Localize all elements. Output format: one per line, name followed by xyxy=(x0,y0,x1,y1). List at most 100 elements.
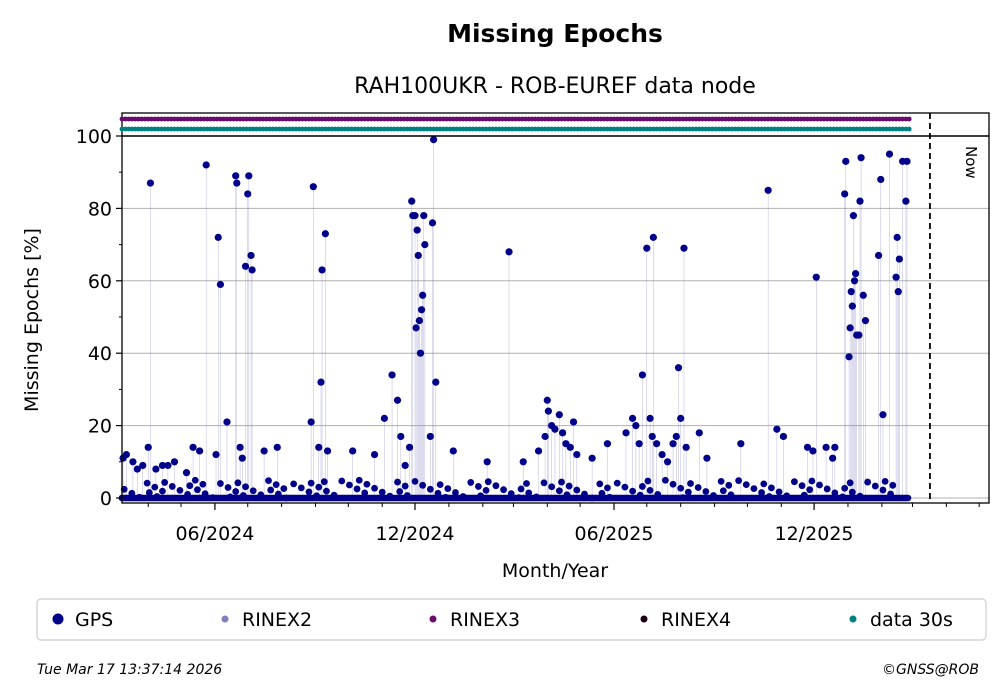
legend-label: RINEX2 xyxy=(242,609,312,631)
gps-point xyxy=(808,477,816,485)
gps-point xyxy=(779,432,788,441)
gps-point xyxy=(209,494,217,502)
availability-dot xyxy=(595,126,600,132)
availability-dot xyxy=(126,116,131,122)
gps-point xyxy=(661,476,669,484)
gps-point xyxy=(555,487,563,495)
availability-dot xyxy=(172,116,177,122)
availability-dot xyxy=(355,126,361,132)
availability-dot xyxy=(614,126,620,132)
gps-point xyxy=(436,481,444,489)
availability-dot xyxy=(411,126,417,132)
gps-point xyxy=(318,266,326,274)
availability-dot xyxy=(418,116,423,122)
availability-dot xyxy=(322,126,328,132)
availability-strip-frame xyxy=(121,112,990,137)
availability-dot xyxy=(582,116,587,122)
gps-point xyxy=(663,458,672,466)
availability-dot xyxy=(257,126,263,132)
availability-dot xyxy=(381,126,387,132)
availability-dot xyxy=(368,116,374,122)
gps-point xyxy=(855,331,863,339)
availability-dot xyxy=(516,116,522,122)
legend-label: data 30s xyxy=(870,609,953,631)
availability-dot xyxy=(122,116,128,122)
gps-point xyxy=(842,157,850,165)
availability-dot xyxy=(149,126,154,132)
gps-point xyxy=(850,277,859,285)
gps-point xyxy=(484,478,492,486)
availability-dot xyxy=(673,126,679,132)
availability-dot xyxy=(860,116,866,122)
availability-dot xyxy=(437,126,443,132)
gps-point xyxy=(839,493,846,501)
gps-point xyxy=(654,490,662,498)
availability-dot xyxy=(227,126,233,132)
gps-point xyxy=(895,255,903,263)
gps-point xyxy=(153,493,161,500)
availability-dot xyxy=(772,116,778,122)
availability-dot xyxy=(506,126,512,132)
y-tick-label: 0 xyxy=(100,488,112,510)
availability-dot xyxy=(562,116,568,122)
availability-dot xyxy=(732,126,738,132)
availability-dot xyxy=(631,116,637,122)
gps-point xyxy=(725,481,733,489)
gps-point xyxy=(859,291,867,299)
gps-point xyxy=(703,454,711,462)
availability-dot xyxy=(319,116,325,122)
availability-dot xyxy=(782,126,787,132)
availability-dot xyxy=(145,126,151,132)
availability-dot xyxy=(621,126,627,132)
availability-dot xyxy=(319,126,325,132)
availability-dot xyxy=(709,126,715,132)
availability-dot xyxy=(795,116,801,122)
availability-dot xyxy=(591,126,597,132)
availability-dot xyxy=(805,126,810,132)
availability-dot xyxy=(470,116,476,122)
availability-dot xyxy=(395,126,400,132)
gps-point xyxy=(889,481,897,489)
availability-dot xyxy=(637,116,643,122)
availability-dot xyxy=(647,126,653,132)
gps-point xyxy=(829,454,837,462)
availability-dot xyxy=(404,126,410,132)
gps-point xyxy=(874,251,883,260)
availability-dot xyxy=(877,116,883,122)
gps-point xyxy=(323,487,330,495)
availability-dot xyxy=(716,116,722,122)
gps-point xyxy=(790,478,798,486)
gps-point xyxy=(492,482,500,490)
availability-dot xyxy=(818,116,824,122)
availability-dot xyxy=(480,126,486,132)
availability-dot xyxy=(260,116,266,122)
availability-dot xyxy=(270,126,276,132)
availability-dot xyxy=(549,116,555,122)
availability-dot xyxy=(605,126,610,132)
gps-point xyxy=(822,443,830,451)
gps-point xyxy=(405,443,414,451)
availability-dot xyxy=(217,116,223,122)
availability-dot xyxy=(821,126,827,132)
availability-dot xyxy=(303,116,309,122)
gps-point xyxy=(394,478,401,486)
availability-dot xyxy=(473,116,479,122)
gps-point xyxy=(201,490,209,498)
gps-point xyxy=(566,443,574,451)
availability-dot xyxy=(867,126,873,132)
availability-dot xyxy=(644,126,650,132)
availability-dot xyxy=(890,126,896,132)
availability-dot xyxy=(467,126,473,132)
gps-point xyxy=(648,432,656,441)
availability-dot xyxy=(326,126,332,132)
gps-point xyxy=(139,461,147,470)
gps-point xyxy=(742,481,750,489)
availability-dot xyxy=(188,116,194,122)
gps-point xyxy=(224,484,232,491)
availability-dot xyxy=(739,116,745,122)
availability-dot xyxy=(526,126,532,132)
availability-dot xyxy=(385,126,391,132)
availability-dot xyxy=(749,126,755,132)
availability-dot xyxy=(890,116,896,122)
availability-dot xyxy=(322,116,328,122)
